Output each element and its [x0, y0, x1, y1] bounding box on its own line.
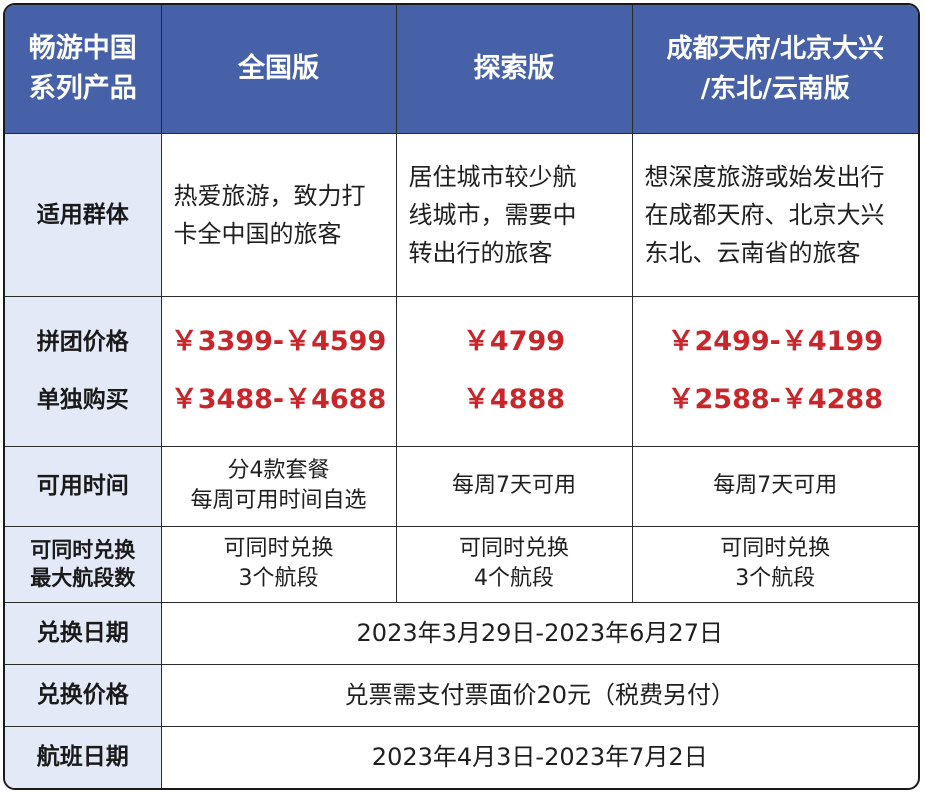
header-explore: 探索版: [395, 5, 633, 134]
time-national-line1: 分4款套餐: [227, 458, 330, 483]
group-price-explore: ￥4799: [462, 326, 566, 357]
group-price-national: ￥3399-￥4599: [170, 326, 387, 357]
header-corner: 畅游中国 系列产品: [5, 5, 162, 134]
time-regional: 每周7天可用: [631, 445, 918, 527]
audience-explore: 居住城市较少航 线城市，需要中 转出行的旅客: [395, 132, 633, 297]
single-price-label: 单独购买: [36, 387, 129, 413]
audience-regional-line1: 想深度旅游或始发出行: [644, 162, 885, 191]
audience-regional-line2: 在成都天府、北京大兴: [644, 200, 885, 229]
redeem-date-label: 兑换日期: [5, 601, 162, 665]
audience-national: 热爱旅游，致力打 卡全中国的旅客: [160, 132, 397, 297]
time-national: 分4款套餐 每周可用时间自选: [160, 445, 397, 527]
audience-label: 适用群体: [5, 132, 162, 297]
segments-label: 可同时兑换 最大航段数: [5, 525, 162, 603]
audience-explore-line1: 居住城市较少航: [408, 162, 577, 191]
segments-explore: 可同时兑换 4个航段: [395, 525, 633, 603]
audience-explore-line3: 转出行的旅客: [408, 238, 553, 267]
time-explore: 每周7天可用: [395, 445, 633, 527]
time-row: 可用时间 分4款套餐 每周可用时间自选 每周7天可用 每周7天可用: [5, 445, 918, 527]
redeem-date-row: 兑换日期 2023年3月29日-2023年6月27日: [5, 601, 918, 665]
segments-explore-line2: 4个航段: [474, 566, 554, 591]
segments-label-line2: 最大航段数: [30, 566, 136, 590]
audience-national-line1: 热爱旅游，致力打: [173, 181, 366, 210]
audience-regional-line3: 东北、云南省的旅客: [644, 238, 861, 267]
price-label: 拼团价格 单独购买: [5, 295, 162, 447]
segments-row: 可同时兑换 最大航段数 可同时兑换 3个航段 可同时兑换 4个航段 可同时兑换 …: [5, 525, 918, 603]
redeem-price-row: 兑换价格 兑票需支付票面价20元（税费另付）: [5, 663, 918, 727]
single-price-regional: ￥2588-￥4288: [667, 384, 884, 415]
price-row: 拼团价格 单独购买 ￥3399-￥4599 ￥3488-￥4688 ￥4799 …: [5, 295, 918, 447]
redeem-price-label: 兑换价格: [5, 663, 162, 727]
comparison-grid: 畅游中国 系列产品 全国版 探索版 成都天府/北京大兴 /东北/云南版 适用群体…: [5, 5, 918, 788]
single-price-national: ￥3488-￥4688: [170, 384, 387, 415]
audience-national-line2: 卡全中国的旅客: [173, 219, 342, 248]
redeem-date-value: 2023年3月29日-2023年6月27日: [160, 601, 918, 665]
header-row: 畅游中国 系列产品 全国版 探索版 成都天府/北京大兴 /东北/云南版: [5, 5, 918, 134]
header-regional-line2: /东北/云南版: [700, 73, 850, 104]
header-regional-line1: 成都天府/北京大兴: [666, 33, 885, 64]
segments-national: 可同时兑换 3个航段: [160, 525, 397, 603]
price-regional: ￥2499-￥4199 ￥2588-￥4288: [631, 295, 918, 447]
price-national: ￥3399-￥4599 ￥3488-￥4688: [160, 295, 397, 447]
segments-national-line1: 可同时兑换: [223, 536, 334, 561]
price-explore: ￥4799 ￥4888: [395, 295, 633, 447]
segments-label-line1: 可同时兑换: [30, 538, 136, 562]
group-price-regional: ￥2499-￥4199: [667, 326, 884, 357]
flight-date-label: 航班日期: [5, 725, 162, 788]
redeem-price-value: 兑票需支付票面价20元（税费另付）: [160, 663, 918, 727]
time-label: 可用时间: [5, 445, 162, 527]
header-corner-line2: 系列产品: [28, 72, 137, 104]
header-national: 全国版: [160, 5, 397, 134]
audience-explore-line2: 线城市，需要中: [408, 200, 577, 229]
flight-date-row: 航班日期 2023年4月3日-2023年7月2日: [5, 725, 918, 788]
audience-regional: 想深度旅游或始发出行 在成都天府、北京大兴 东北、云南省的旅客: [631, 132, 918, 297]
segments-regional-line1: 可同时兑换: [720, 536, 831, 561]
single-price-explore: ￥4888: [462, 384, 566, 415]
product-comparison-table: 畅游中国 系列产品 全国版 探索版 成都天府/北京大兴 /东北/云南版 适用群体…: [3, 3, 920, 790]
segments-regional-line2: 3个航段: [735, 566, 816, 591]
group-price-label: 拼团价格: [36, 329, 129, 355]
header-corner-line1: 畅游中国: [28, 32, 137, 64]
header-regional: 成都天府/北京大兴 /东北/云南版: [631, 5, 918, 134]
segments-national-line2: 3个航段: [238, 566, 319, 591]
flight-date-value: 2023年4月3日-2023年7月2日: [160, 725, 918, 788]
segments-regional: 可同时兑换 3个航段: [631, 525, 918, 603]
audience-row: 适用群体 热爱旅游，致力打 卡全中国的旅客 居住城市较少航 线城市，需要中 转出…: [5, 132, 918, 297]
segments-explore-line1: 可同时兑换: [458, 536, 569, 561]
time-national-line2: 每周可用时间自选: [190, 488, 367, 513]
